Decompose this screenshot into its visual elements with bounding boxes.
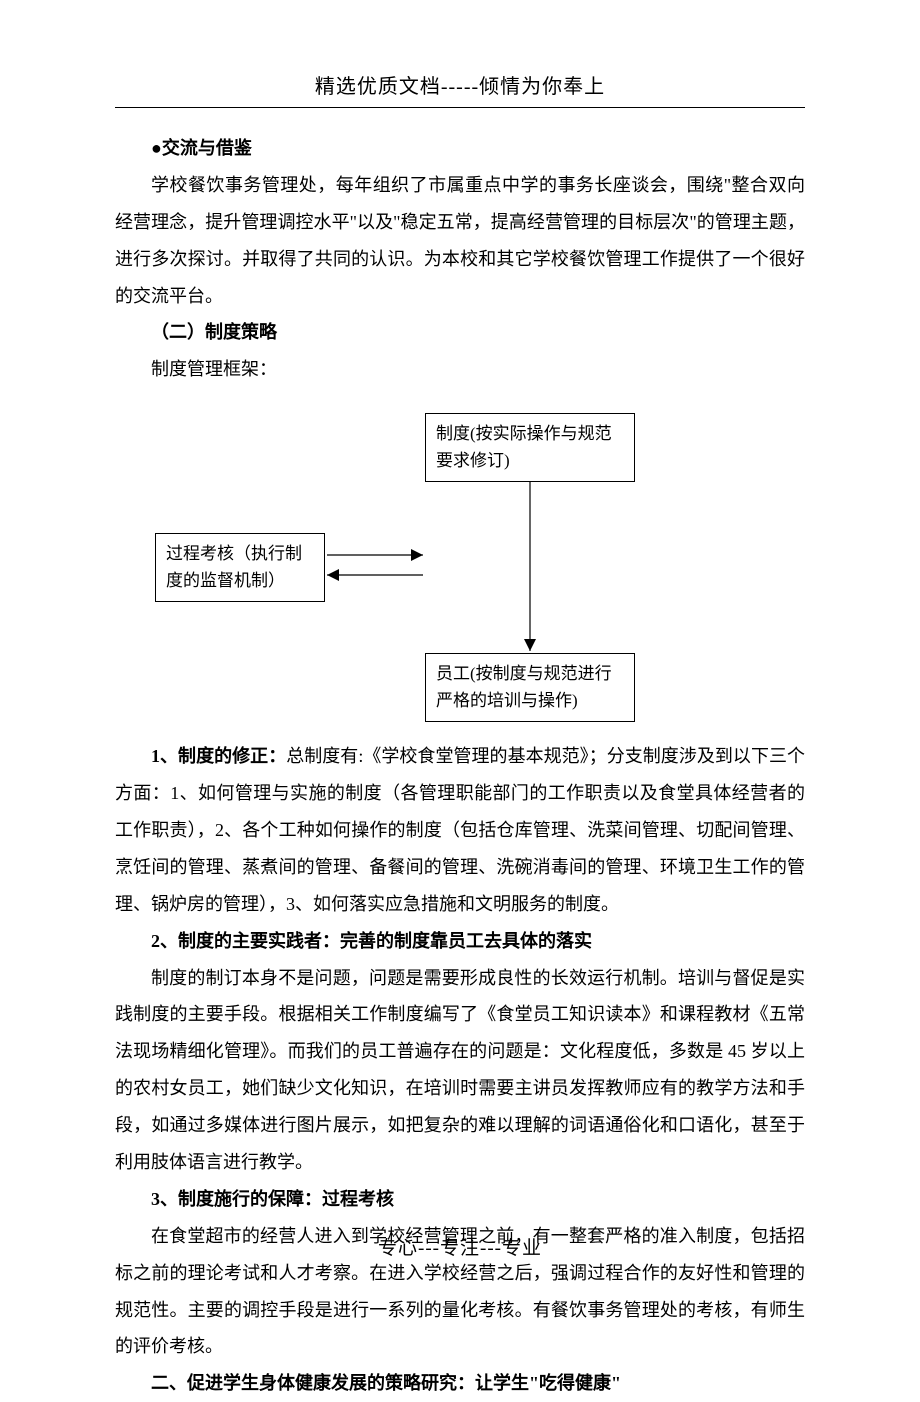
paragraph-exchange: 学校餐饮事务管理处，每年组织了市属重点中学的事务长座谈会，围绕"整合双向经营理念… xyxy=(115,167,805,315)
heading-guarantee: 3、制度施行的保障：过程考核 xyxy=(115,1181,805,1218)
paragraph-practitioners: 制度的制订本身不是问题，问题是需要形成良性的长效运行机制。培训与督促是实践制度的… xyxy=(115,960,805,1181)
heading-health-strategy: 二、促进学生身体健康发展的策略研究：让学生"吃得健康" xyxy=(115,1365,805,1402)
page-footer: 专心---专注---专业 xyxy=(0,1233,920,1260)
inline-text: 总制度有:《学校食堂管理的基本规范》；分支制度涉及到以下三个方面：1、如何管理与… xyxy=(115,746,805,914)
header-rule xyxy=(115,107,805,108)
heading-practitioners: 2、制度的主要实践者：完善的制度靠员工去具体的落实 xyxy=(115,923,805,960)
inline-heading: 1、制度的修正： xyxy=(151,746,286,766)
box-line: 度的监督机制） xyxy=(166,571,285,590)
box-line: 要求修订) xyxy=(436,451,510,470)
diagram-box-staff: 员工(按制度与规范进行 严格的培训与操作) xyxy=(425,653,635,721)
system-framework-diagram: 制度(按实际操作与规范 要求修订) 过程考核（执行制 度的监督机制） 员工(按制… xyxy=(115,398,805,728)
diagram-box-assessment: 过程考核（执行制 度的监督机制） xyxy=(155,533,325,601)
diagram-box-system: 制度(按实际操作与规范 要求修订) xyxy=(425,413,635,481)
box-line: 员工(按制度与规范进行 xyxy=(436,664,612,683)
box-line: 过程考核（执行制 xyxy=(166,544,302,563)
heading-exchange: ●交流与借鉴 xyxy=(115,130,805,167)
page-header: 精选优质文档-----倾情为你奉上 xyxy=(115,70,805,99)
paragraph-system-revision: 1、制度的修正：总制度有:《学校食堂管理的基本规范》；分支制度涉及到以下三个方面… xyxy=(115,738,805,922)
box-line: 严格的培训与操作) xyxy=(436,691,578,710)
box-line: 制度(按实际操作与规范 xyxy=(436,424,612,443)
paragraph-framework-intro: 制度管理框架： xyxy=(115,351,805,388)
heading-system-strategy: （二）制度策略 xyxy=(115,314,805,351)
